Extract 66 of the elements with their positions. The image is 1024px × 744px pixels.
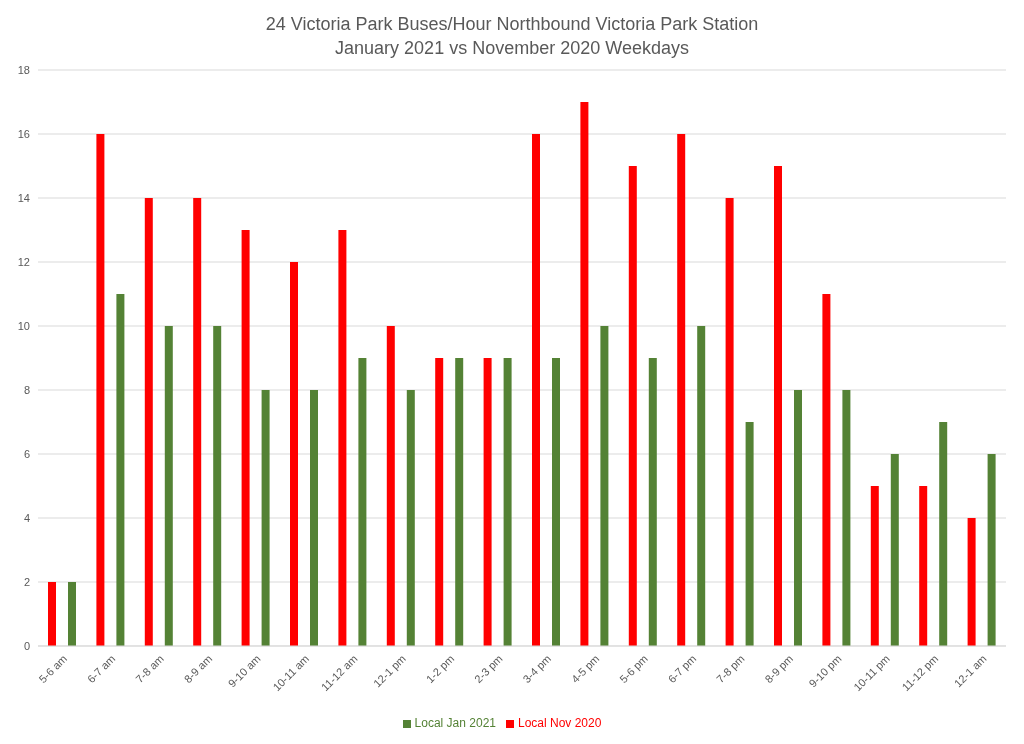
bar <box>213 326 222 646</box>
x-tick-label: 2-3 pm <box>472 652 505 686</box>
x-tick-label: 6-7 pm <box>665 652 699 686</box>
bar <box>600 326 609 646</box>
bar <box>358 358 367 646</box>
x-tick-label: 5-6 am <box>36 652 70 686</box>
bar <box>648 358 657 646</box>
bar <box>96 134 105 646</box>
bar <box>967 518 976 646</box>
bar <box>193 198 202 646</box>
bar <box>455 358 464 646</box>
y-tick-label: 8 <box>23 383 30 396</box>
bar <box>677 134 686 646</box>
bar <box>164 326 173 646</box>
bar <box>406 390 415 646</box>
bar <box>116 294 125 646</box>
bar <box>48 582 56 646</box>
x-tick-label: 8-9 am <box>181 652 215 686</box>
legend-label: Local Jan 2021 <box>414 716 496 730</box>
y-tick-label: 10 <box>17 319 30 332</box>
x-tick-label: 6-7 am <box>84 652 118 686</box>
bar <box>261 390 270 646</box>
bar <box>939 422 948 646</box>
chart-title: 24 Victoria Park Buses/Hour Northbound Victoria Park Station <box>264 13 760 36</box>
bar <box>144 198 153 646</box>
bar <box>68 582 76 646</box>
y-tick-label: 18 <box>17 63 30 76</box>
bar <box>745 422 754 646</box>
bar <box>580 102 589 646</box>
bar <box>310 390 318 646</box>
y-tick-label: 16 <box>17 127 30 140</box>
x-tick-label: 7-8 pm <box>714 652 747 686</box>
bar <box>842 390 851 646</box>
bar <box>794 390 802 646</box>
x-tick-label: 1-2 pm <box>423 652 457 686</box>
bar <box>386 326 395 646</box>
chart-subtitle: January 2021 vs November 2020 Weekdays <box>334 37 690 60</box>
x-tick-label: 7-8 am <box>133 652 166 686</box>
bar <box>890 454 899 646</box>
bar <box>338 230 347 646</box>
bar <box>532 134 540 646</box>
bar <box>241 230 250 646</box>
y-tick-label: 4 <box>23 511 30 524</box>
x-tick-label: 3-4 pm <box>520 652 554 686</box>
legend-label: Local Nov 2020 <box>518 716 602 730</box>
x-tick-label: 5-6 pm <box>617 652 650 686</box>
bar <box>628 166 637 646</box>
x-tick-label: 4-5 pm <box>568 652 602 686</box>
bar <box>290 262 298 646</box>
y-tick-label: 2 <box>23 575 30 588</box>
bar <box>697 326 706 646</box>
y-tick-label: 14 <box>17 191 30 204</box>
bar <box>987 454 996 646</box>
y-tick-label: 0 <box>23 639 30 652</box>
bar <box>435 358 444 646</box>
bar <box>774 166 782 646</box>
bar <box>503 358 512 646</box>
bar <box>552 358 560 646</box>
bar <box>725 198 734 646</box>
y-tick-label: 6 <box>23 447 30 460</box>
bar <box>483 358 492 646</box>
bar <box>822 294 831 646</box>
bar <box>870 486 879 646</box>
x-tick-label: 8-9 pm <box>762 652 796 686</box>
bar <box>919 486 928 646</box>
y-tick-label: 12 <box>17 255 30 268</box>
